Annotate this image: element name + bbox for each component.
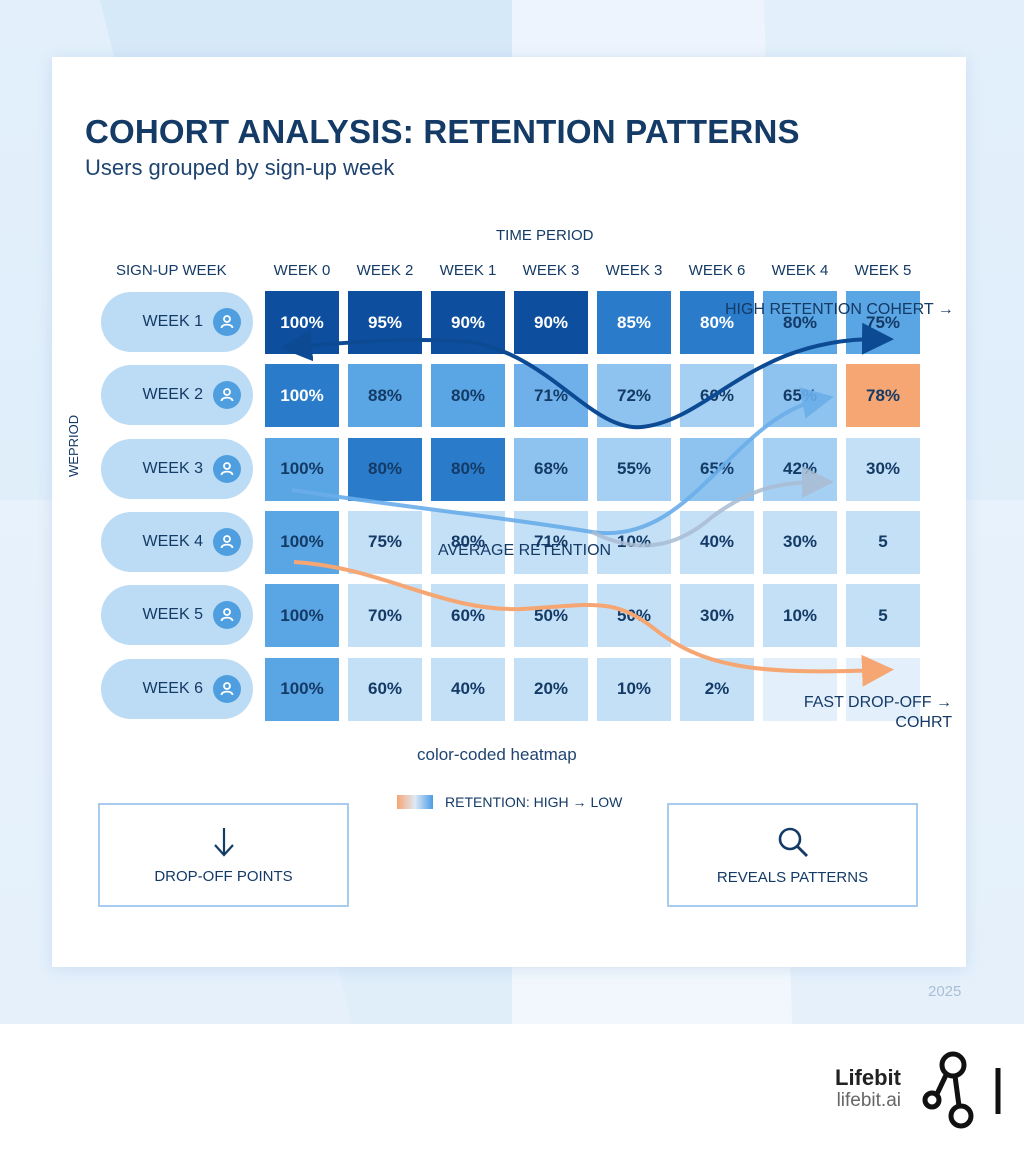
heatmap-cell: 50% xyxy=(597,584,671,648)
heatmap-cell: 80% xyxy=(431,364,505,428)
heatmap-cell: 50% xyxy=(514,584,588,648)
feature-reveals-patterns: REVEALS PATTERNS xyxy=(667,803,918,907)
legend-gradient-swatch xyxy=(397,795,433,809)
heatmap-cell: 80% xyxy=(348,437,422,501)
column-header: WEEK 4 xyxy=(771,262,829,279)
cohort-label: WEEK 5 xyxy=(142,606,203,624)
cohort-label: WEEK 2 xyxy=(142,386,203,404)
heatmap-cell: 65% xyxy=(680,437,754,501)
heatmap-cell: 55% xyxy=(597,437,671,501)
user-icon xyxy=(213,674,241,703)
heatmap-cell: 100% xyxy=(265,510,339,574)
cohort-label: WEEK 3 xyxy=(142,459,203,477)
heatmap-cell: 100% xyxy=(265,364,339,428)
heatmap-cell: 88% xyxy=(348,364,422,428)
cohort-label: WEEK 4 xyxy=(142,532,203,550)
cohort-row-label: WEEK 3 xyxy=(101,438,253,499)
heatmap-cell: 71% xyxy=(514,364,588,428)
user-icon xyxy=(213,308,241,336)
cohort-label: WEEK 6 xyxy=(142,679,203,697)
year-label: 2025 xyxy=(928,983,962,1000)
heatmap-cell: 42% xyxy=(763,437,837,501)
page-title: COHORT ANALYSIS: RETENTION PATTERNS xyxy=(85,113,800,150)
heatmap-cell: 100% xyxy=(265,657,339,721)
heatmap-cell: 60% xyxy=(431,584,505,648)
heatmap-cell: 100% xyxy=(265,584,339,648)
column-header: WEEK 3 xyxy=(605,262,663,279)
column-header: WEEK 0 xyxy=(273,262,331,279)
x-axis-label: TIME PERIOD xyxy=(496,227,594,244)
brand-url: lifebit.ai xyxy=(836,1090,901,1111)
brand-name: Lifebit xyxy=(835,1065,901,1090)
heatmap-cell: 75% xyxy=(348,510,422,574)
column-header: WEEK 1 xyxy=(439,262,497,279)
heatmap-cell: 100% xyxy=(265,437,339,501)
user-icon xyxy=(213,454,241,483)
column-header: WEEK 3 xyxy=(522,262,580,279)
heatmap-cell: 90% xyxy=(431,291,505,354)
annotation-fast-dropoff: FAST DROP-OFF → COHRT xyxy=(803,694,952,731)
heatmap-cell: 90% xyxy=(514,291,588,354)
feature-label: REVEALS PATTERNS xyxy=(716,868,869,886)
cohort-row-label: WEEK 1 xyxy=(101,292,253,352)
legend: RETENTION: HIGH → LOW xyxy=(397,794,622,810)
heatmap-cell: 10% xyxy=(597,657,671,721)
heatmap-cell: 30% xyxy=(680,584,754,648)
heatmap-cell: 78% xyxy=(846,364,920,428)
heatmap-cell: 72% xyxy=(597,364,671,428)
heatmap-cell: 10% xyxy=(763,584,837,648)
heatmap-cell: 40% xyxy=(431,657,505,721)
heatmap-cell: 80% xyxy=(431,437,505,501)
cohort-row-label: WEEK 5 xyxy=(101,585,253,646)
heatmap-cell: 30% xyxy=(763,510,837,574)
heatmap-cell: 70% xyxy=(348,584,422,648)
search-icon xyxy=(778,827,808,857)
y-axis-label: WEPRIOD xyxy=(66,414,81,477)
cohort-row-label: WEEK 2 xyxy=(101,365,253,426)
lifebit-logo-icon xyxy=(922,1051,1001,1129)
user-icon xyxy=(213,381,241,410)
column-header: WEEK 2 xyxy=(356,262,414,279)
cohort-row-label: WEEK 6 xyxy=(101,658,253,719)
user-icon xyxy=(213,601,241,630)
legend-label: RETENTION: HIGH → LOW xyxy=(445,794,623,810)
feature-label: DROP-OFF POINTS xyxy=(154,867,293,885)
column-header: WEEK 5 xyxy=(854,262,912,279)
heatmap-cell: 20% xyxy=(514,657,588,721)
row-header-label: SIGN-UP WEEK xyxy=(116,262,227,279)
page-subtitle: Users grouped by sign-up week xyxy=(85,155,395,180)
cohort-row-label: WEEK 4 xyxy=(101,511,253,572)
infographic-card: COHORT ANALYSIS: RETENTION PATTERNS User… xyxy=(52,57,966,967)
user-icon xyxy=(213,527,241,556)
heatmap-cell: 65% xyxy=(763,364,837,428)
heatmap-cell: 2% xyxy=(680,657,754,721)
heatmap-cell: 68% xyxy=(514,437,588,501)
cohort-label: WEEK 1 xyxy=(142,313,203,330)
heatmap-cell: 5 xyxy=(846,510,920,574)
heatmap-cell: 60% xyxy=(680,364,754,428)
heatmap-cell: 40% xyxy=(680,510,754,574)
heatmap-cell: 95% xyxy=(348,291,422,354)
heatmap-cell: 60% xyxy=(348,657,422,721)
annotation-high-retention: HIGH RETENTION COHERT → xyxy=(725,301,954,318)
arrow-down-icon xyxy=(213,827,234,857)
feature-drop-off-points: DROP-OFF POINTS xyxy=(98,803,349,907)
heatmap-cell: 100% xyxy=(265,291,339,354)
heatmap-cell: 5 xyxy=(846,584,920,648)
column-header: WEEK 6 xyxy=(688,262,746,279)
heatmap-cell: 85% xyxy=(597,291,671,354)
heatmap-cell: 30% xyxy=(846,437,920,501)
heatmap-caption: color-coded heatmap xyxy=(417,745,577,764)
annotation-average-retention: AVERAGE RETENTION xyxy=(438,542,612,559)
